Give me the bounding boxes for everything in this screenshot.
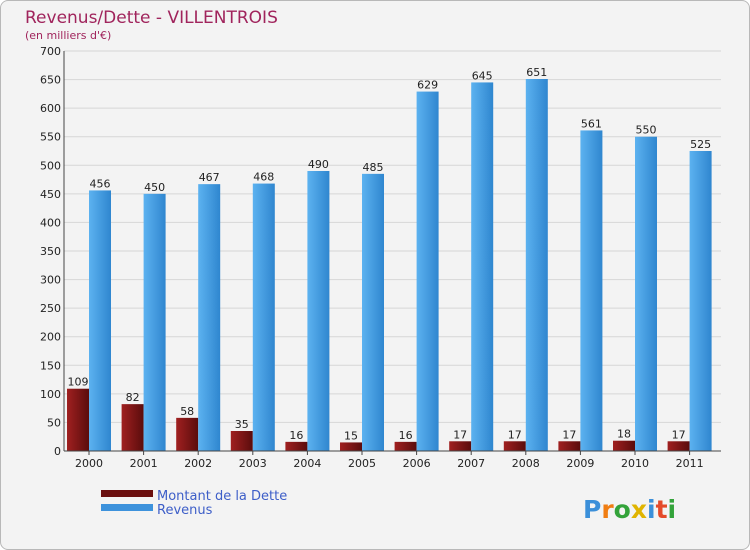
x-tick-label: 2009: [566, 457, 594, 470]
logo-letter: r: [601, 495, 614, 524]
y-tick-label: 100: [40, 388, 61, 401]
data-label-dette: 18: [617, 428, 631, 441]
data-label-revenus: 561: [581, 117, 602, 130]
data-label-dette: 17: [453, 428, 467, 441]
bar-dette: [613, 440, 635, 451]
x-tick-label: 2000: [75, 457, 103, 470]
bar-revenus: [471, 82, 494, 451]
legend-swatch-dette: [101, 490, 153, 497]
x-tick-label: 2001: [130, 457, 158, 470]
bar-dette: [340, 442, 362, 451]
legend: Montant de la Dette Revenus: [101, 489, 287, 518]
legend-swatch-revenus: [101, 504, 153, 511]
data-label-dette: 15: [344, 429, 358, 442]
bar-revenus: [689, 151, 712, 451]
bar-revenus: [362, 173, 384, 451]
bar-revenus: [89, 190, 111, 451]
y-tick-label: 50: [47, 416, 61, 429]
data-label-revenus: 651: [526, 66, 547, 79]
logo-letter: P: [583, 495, 601, 524]
y-tick-label: 350: [40, 245, 61, 258]
y-tick-label: 300: [40, 274, 61, 287]
logo-letter: o: [614, 495, 631, 524]
bar-dette: [67, 388, 89, 451]
bar-revenus: [635, 136, 657, 451]
data-label-revenus: 550: [636, 124, 657, 137]
x-tick-label: 2006: [403, 457, 431, 470]
data-label-revenus: 629: [417, 79, 438, 92]
bar-dette: [230, 431, 253, 451]
bar-dette: [449, 441, 472, 451]
x-tick-label: 2003: [239, 457, 267, 470]
y-tick-label: 150: [40, 359, 61, 372]
bar-revenus: [416, 91, 439, 452]
y-tick-label: 450: [40, 188, 61, 201]
bar-dette: [285, 441, 308, 451]
data-label-dette: 16: [399, 429, 413, 442]
bar-dette: [121, 404, 144, 451]
data-label-revenus: 485: [363, 161, 384, 174]
data-label-revenus: 645: [472, 69, 493, 82]
y-tick-label: 200: [40, 331, 61, 344]
logo-letter: x: [631, 495, 647, 524]
data-label-dette: 58: [180, 405, 194, 418]
data-label-dette: 82: [126, 391, 140, 404]
data-label-revenus: 468: [253, 171, 274, 184]
x-tick-label: 2011: [676, 457, 704, 470]
y-tick-label: 400: [40, 216, 61, 229]
y-tick-label: 700: [40, 45, 61, 58]
bar-revenus: [525, 79, 548, 451]
data-label-dette: 16: [289, 429, 303, 442]
bar-dette: [667, 441, 690, 451]
y-tick-label: 500: [40, 159, 61, 172]
proxiti-logo: Proxiti: [583, 495, 676, 524]
bar-revenus: [580, 130, 603, 451]
x-tick-label: 2004: [293, 457, 321, 470]
data-label-dette: 109: [68, 376, 89, 389]
bar-dette: [503, 441, 526, 451]
data-label-revenus: 456: [90, 177, 111, 190]
bar-revenus: [252, 183, 275, 452]
data-label-dette: 17: [672, 428, 686, 441]
bar-dette: [558, 441, 581, 451]
data-label-revenus: 490: [308, 158, 329, 171]
y-tick-label: 600: [40, 102, 61, 115]
data-label-dette: 17: [562, 428, 576, 441]
data-label-revenus: 450: [144, 181, 165, 194]
data-label-dette: 17: [508, 428, 522, 441]
logo-letter: i: [647, 495, 656, 524]
y-tick-label: 250: [40, 302, 61, 315]
chart-subtitle: (en milliers d'€): [25, 29, 111, 42]
x-tick-label: 2005: [348, 457, 376, 470]
y-tick-label: 650: [40, 74, 61, 87]
x-tick-label: 2002: [184, 457, 212, 470]
data-label-revenus: 525: [690, 138, 711, 151]
logo-letter: t: [656, 495, 668, 524]
x-tick-label: 2008: [512, 457, 540, 470]
bar-dette: [176, 417, 199, 451]
data-label-revenus: 467: [199, 171, 220, 184]
logo-letter: i: [668, 495, 677, 524]
bar-revenus: [198, 184, 221, 451]
bar-revenus: [307, 171, 330, 451]
data-label-dette: 35: [235, 418, 249, 431]
y-tick-label: 550: [40, 131, 61, 144]
chart-title: Revenus/Dette - VILLENTROIS: [25, 8, 278, 28]
x-tick-label: 2010: [621, 457, 649, 470]
legend-label-revenus: Revenus: [157, 503, 213, 518]
legend-label-dette: Montant de la Dette: [157, 489, 287, 504]
x-tick-label: 2007: [457, 457, 485, 470]
bar-dette: [394, 441, 417, 451]
bar-revenus: [143, 193, 166, 451]
y-tick-label: 0: [54, 445, 61, 458]
